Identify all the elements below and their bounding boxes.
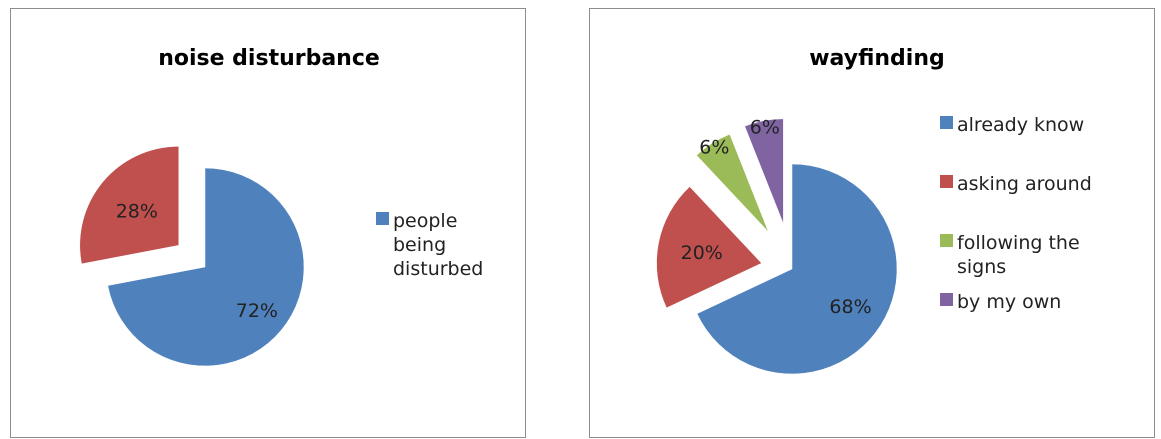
data-label-by-my-own: 6% [750, 117, 780, 139]
pie-slice-by-my-own [744, 118, 784, 224]
legend-swatch [940, 293, 953, 306]
pie-slice-following-the-signs [696, 133, 769, 233]
pie-slice-slice-1 [79, 146, 180, 265]
legend-label: by my own [957, 291, 1061, 313]
legend-entry-by-my-own: by my own [940, 291, 1061, 313]
data-label-slice-1: 28% [116, 201, 158, 223]
noise-disturbance-chart: noise disturbance 72% 28% people being dist… [10, 8, 526, 438]
legend-swatch [376, 212, 389, 225]
legend-label: being [393, 234, 446, 256]
pie-slice-people-being-disturbed [107, 167, 305, 367]
legend-label: people [393, 210, 457, 232]
legend-label: already know [957, 114, 1084, 136]
legend-label: signs [957, 256, 1006, 278]
chart-title: wayfinding [809, 46, 945, 71]
legend-entry-asking-around: asking around [940, 173, 1092, 195]
legend-swatch [940, 234, 953, 247]
chart-title: noise disturbance [158, 46, 380, 71]
legend-swatch [940, 116, 953, 129]
data-label-asking-around: 20% [681, 242, 723, 264]
wayfinding-svg: wayfinding 68% 20% 6% 6% already know asking… [656, 46, 1092, 375]
data-label-following-the-signs: 6% [699, 137, 729, 159]
pie-slice-asking-around [656, 186, 762, 309]
legend-entry-already-know: already know [940, 114, 1084, 136]
pie-area: 68% 20% 6% 6% [656, 117, 898, 375]
pie-area: 72% 28% [79, 146, 305, 367]
noise-disturbance-svg: noise disturbance 72% 28% peoplebeingdist… [79, 46, 483, 367]
wayfinding-chart: wayfinding 68% 20% 6% 6% already know asking… [589, 8, 1155, 438]
legend-swatch [940, 175, 953, 188]
data-label-people-being-disturbed: 72% [236, 300, 278, 322]
legend-label: following the [957, 232, 1080, 254]
data-label-already-know: 68% [829, 296, 871, 318]
legend-label: asking around [957, 173, 1092, 195]
legend-label: disturbed [393, 258, 483, 280]
legend: already know asking around following thesi… [940, 114, 1092, 313]
pie-slice-already-know [696, 163, 898, 375]
